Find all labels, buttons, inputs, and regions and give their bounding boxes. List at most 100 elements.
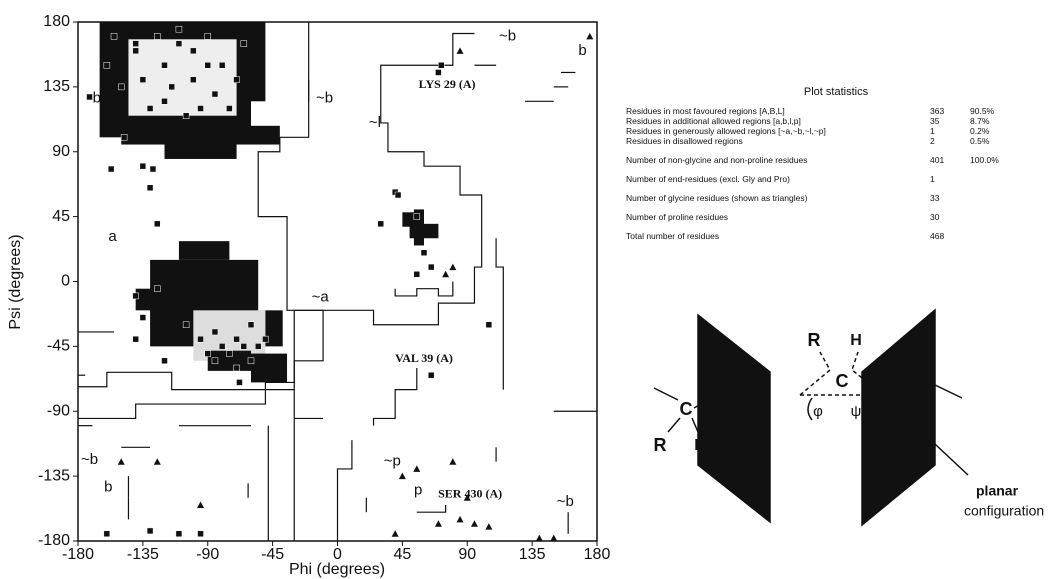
residue-point: [241, 343, 247, 349]
y-tick-label: -90: [47, 402, 70, 419]
region: [165, 140, 237, 159]
residue-point: [133, 293, 139, 299]
glycine-point: [118, 458, 125, 465]
residue-point: [262, 336, 268, 342]
residue-point: [190, 77, 196, 83]
glycine-point: [485, 523, 492, 530]
residue-point: [118, 84, 124, 90]
residue-point: [212, 91, 218, 97]
residue-point: [147, 185, 153, 191]
caption: configuration: [964, 503, 1044, 519]
y-tick-label: -135: [38, 467, 70, 484]
glycine-point: [536, 535, 543, 542]
residue-point: [428, 372, 434, 378]
bond: [692, 418, 698, 432]
residue-point: [150, 166, 156, 172]
x-axis-label: Phi (degrees): [289, 561, 385, 578]
phi-arc: [808, 398, 812, 420]
caption: planar: [976, 483, 1019, 499]
y-tick-label: 45: [52, 208, 70, 225]
row-value: 363: [930, 106, 970, 116]
residue-point: [183, 322, 189, 328]
residue-point: [190, 48, 196, 54]
row-label: Residues in disallowed regions: [626, 136, 930, 146]
atom-label: H: [694, 437, 706, 454]
residue-point: [428, 264, 434, 270]
residue-point: [154, 221, 160, 227]
residue-point: [241, 41, 247, 47]
region-label: LYS 29 (A): [419, 77, 476, 91]
glycine-point: [586, 33, 593, 40]
region-label: ~b: [557, 493, 574, 510]
row-value: 468: [930, 222, 970, 241]
x-tick-label: 135: [519, 546, 546, 563]
residue-point: [104, 531, 110, 537]
statistics-row: Number of proline residues30: [626, 203, 1010, 222]
plane: [862, 310, 935, 525]
region-label: p: [414, 482, 422, 499]
y-tick-label: -180: [38, 532, 70, 549]
x-tick-label: -135: [127, 546, 159, 563]
glycine-point: [471, 520, 478, 527]
residue-point: [378, 221, 384, 227]
y-tick-label: -45: [47, 338, 70, 355]
residue-point: [162, 98, 168, 104]
residue-point: [111, 33, 117, 39]
glycine-point: [442, 271, 449, 278]
statistics-row: Number of non-glycine and non-proline re…: [626, 146, 1010, 165]
residue-point: [133, 48, 139, 54]
glycine-point: [449, 458, 456, 465]
region-label: ~b: [316, 89, 333, 106]
y-tick-label: 0: [61, 273, 70, 290]
row-label: Number of proline residues: [626, 203, 930, 222]
region-label: ~p: [384, 453, 401, 470]
residue-point: [248, 358, 254, 364]
region: [179, 241, 229, 260]
residue-point: [234, 77, 240, 83]
atom-label: C: [680, 399, 693, 419]
row-value: 100.0%: [970, 146, 1010, 165]
residue-point: [234, 336, 240, 342]
glycine-point: [435, 520, 442, 527]
row-label: Number of non-glycine and non-proline re…: [626, 146, 930, 165]
row-label: Residues in most favoured regions [A,B,L…: [626, 106, 930, 116]
residue-point: [205, 351, 211, 357]
y-tick-label: 180: [43, 13, 70, 30]
residue-point: [198, 336, 204, 342]
row-value: 8.7%: [970, 116, 1010, 126]
residue-point: [198, 106, 204, 112]
residue-point: [234, 365, 240, 371]
residue-point: [212, 358, 218, 364]
statistics-row: Residues in most favoured regions [A,B,L…: [626, 106, 1010, 116]
residue-point: [219, 343, 225, 349]
statistics-row: Total number of residues468: [626, 222, 1010, 241]
residue-point: [162, 62, 168, 68]
residue-point: [395, 192, 401, 198]
row-label: Number of glycine residues (shown as tri…: [626, 184, 930, 203]
residue-point: [236, 379, 242, 385]
region: [136, 289, 237, 311]
statistics-row: Number of end-residues (excl. Gly and Pr…: [626, 165, 1010, 184]
glycine-point: [154, 458, 161, 465]
statistics-title: Plot statistics: [626, 86, 1046, 98]
glycine-point: [550, 535, 557, 542]
region-label: ~b: [81, 451, 98, 468]
region: [251, 22, 265, 101]
atom-label: R: [808, 330, 821, 350]
residue-point: [438, 62, 444, 68]
x-tick-label: 0: [333, 546, 342, 563]
region-label: b: [93, 89, 101, 106]
atom-label: C: [836, 371, 849, 391]
region-boundary: [395, 282, 453, 296]
row-value: 2: [930, 136, 970, 146]
bond: [935, 385, 962, 398]
region-label: SER 430 (A): [438, 487, 502, 501]
y-axis-label: Psi (degrees): [7, 234, 24, 329]
row-label: Residues in generously allowed regions […: [626, 126, 930, 136]
residue-point: [435, 69, 441, 75]
residue-point: [147, 528, 153, 534]
glycine-point: [449, 264, 456, 271]
residue-point: [414, 271, 420, 277]
residue-point: [140, 77, 146, 83]
